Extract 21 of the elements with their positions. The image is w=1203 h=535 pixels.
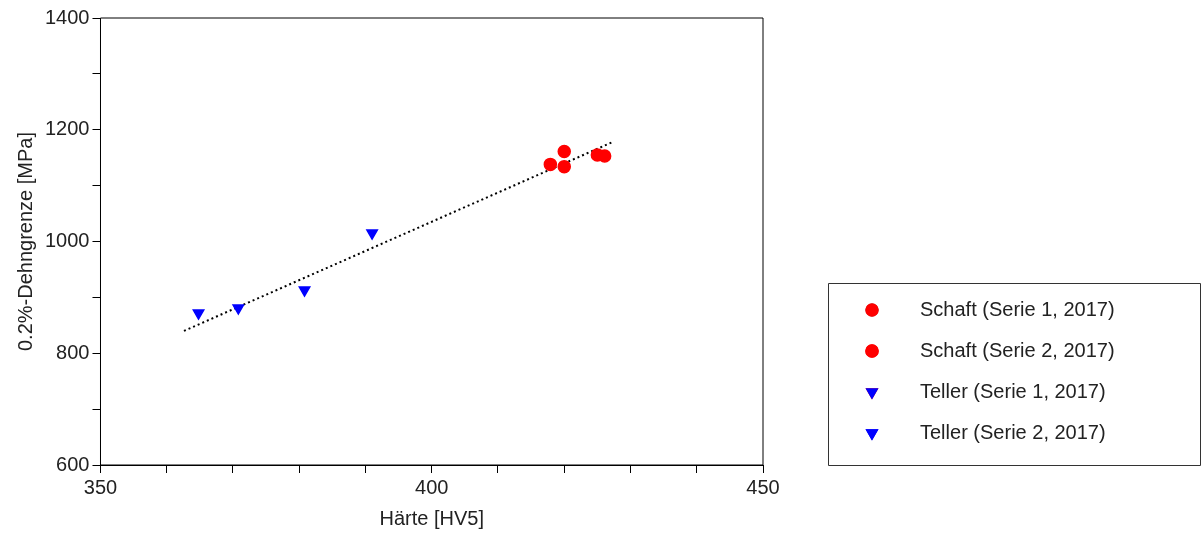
y-tick-label: 1200 xyxy=(44,117,90,140)
legend-label: Teller (Serie 2, 2017) xyxy=(920,420,1106,443)
point xyxy=(557,159,571,174)
point xyxy=(298,286,311,297)
y-axis-title: 0.2%-Dehngrenze [MPa] xyxy=(13,131,36,352)
point xyxy=(232,304,245,315)
legend-label: Schaft (Serie 1, 2017) xyxy=(920,297,1115,320)
y-tick-label: 800 xyxy=(56,340,90,363)
point xyxy=(366,229,379,240)
x-tick-label: 450 xyxy=(746,475,780,498)
legend-label: Schaft (Serie 2, 2017) xyxy=(920,338,1115,361)
x-axis-title: Härte [HV5] xyxy=(379,506,484,529)
point xyxy=(192,309,205,320)
y-tick-label: 600 xyxy=(56,452,90,475)
y-tick-label: 1400 xyxy=(44,5,90,28)
x-tick-label: 400 xyxy=(415,475,449,498)
point xyxy=(543,157,558,172)
y-tick-label: 1000 xyxy=(44,229,90,252)
x-tick-label: 350 xyxy=(83,475,118,498)
legend-label: Teller (Serie 1, 2017) xyxy=(920,379,1106,402)
point xyxy=(557,144,571,159)
